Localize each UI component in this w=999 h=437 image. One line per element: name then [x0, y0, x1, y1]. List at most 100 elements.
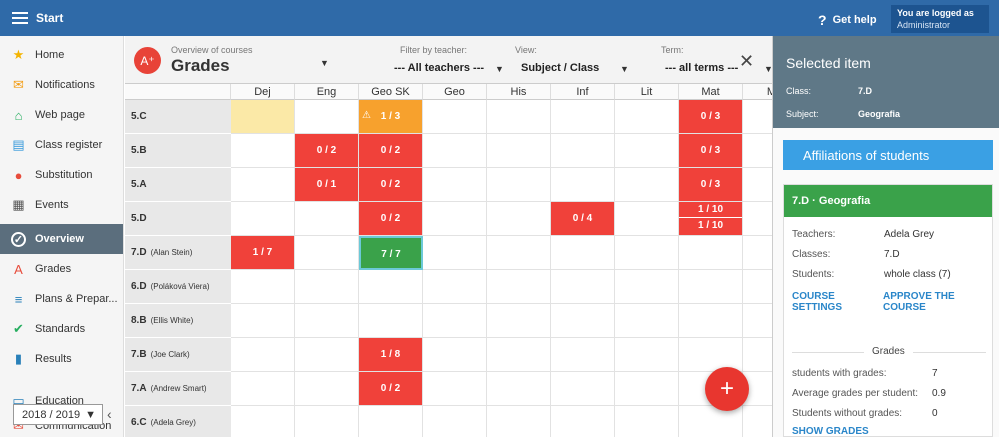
grade-cell[interactable]	[295, 100, 359, 134]
grade-cell[interactable]	[615, 100, 679, 134]
grade-cell[interactable]	[359, 304, 423, 338]
grade-cell[interactable]	[359, 406, 423, 437]
grade-cell[interactable]	[295, 304, 359, 338]
grade-cell[interactable]	[487, 372, 551, 406]
grade-cell[interactable]: ⚠ 1 / 3	[359, 100, 423, 134]
grade-cell[interactable]	[615, 338, 679, 372]
grade-cell[interactable]	[423, 406, 487, 437]
grade-cell[interactable]	[231, 406, 295, 437]
grade-cell[interactable]: 0 / 1	[295, 168, 359, 202]
grade-cell[interactable]: 1 / 7	[231, 236, 295, 270]
grade-cell[interactable]	[743, 304, 772, 338]
grade-cell[interactable]	[359, 270, 423, 304]
grade-cell[interactable]	[551, 338, 615, 372]
grade-cell[interactable]	[679, 338, 743, 372]
grade-cell[interactable]	[423, 236, 487, 270]
term-select[interactable]: --- all terms ---	[665, 62, 739, 74]
sidebar-item-substitution[interactable]: ● Substitution	[0, 160, 123, 190]
grade-cell[interactable]	[423, 338, 487, 372]
grade-cell[interactable]	[487, 134, 551, 168]
grade-cell[interactable]	[295, 406, 359, 437]
sidebar-item-events[interactable]: ▦ Events	[0, 190, 123, 220]
grade-cell[interactable]	[551, 100, 615, 134]
view-dropdown-icon[interactable]: ▼	[620, 64, 629, 74]
grade-cell[interactable]	[551, 270, 615, 304]
sidebar-item-results[interactable]: ▮ Results	[0, 344, 123, 374]
row-header[interactable]: 5.B	[125, 134, 231, 168]
grade-cell[interactable]: 0 / 2	[359, 372, 423, 406]
row-header[interactable]: 6.C (Adela Grey)	[125, 406, 231, 437]
column-header[interactable]: Mat	[679, 84, 743, 100]
term-dropdown-icon[interactable]: ▼	[764, 64, 773, 74]
grade-cell[interactable]	[743, 100, 772, 134]
grade-cell[interactable]	[231, 338, 295, 372]
grade-cell[interactable]	[487, 406, 551, 437]
filter-dropdown-icon[interactable]: ▼	[495, 64, 504, 74]
grade-cell[interactable]	[615, 372, 679, 406]
sidebar-item-class-register[interactable]: ▤ Class register	[0, 130, 123, 160]
grade-cell[interactable]	[231, 202, 295, 236]
course-settings-link[interactable]: COURSE SETTINGS	[792, 291, 843, 313]
top-title[interactable]: Start	[36, 11, 64, 25]
sidebar-item-overview[interactable]: ✓ Overview	[0, 224, 123, 254]
grade-cell[interactable]	[231, 100, 295, 134]
column-header[interactable]: His	[487, 84, 551, 100]
grade-cell[interactable]	[423, 304, 487, 338]
grade-cell[interactable]	[743, 406, 772, 437]
grade-cell[interactable]	[551, 304, 615, 338]
grade-cell[interactable]: 0 / 2	[359, 202, 423, 236]
row-header[interactable]: 5.C	[125, 100, 231, 134]
grade-cell[interactable]: 0 / 3	[679, 100, 743, 134]
menu-icon[interactable]	[12, 12, 28, 24]
grade-cell[interactable]	[551, 236, 615, 270]
grade-cell[interactable]	[487, 100, 551, 134]
grade-cell[interactable]: 0 / 4	[551, 202, 615, 236]
sidebar-item-home[interactable]: ★ Home	[0, 40, 123, 70]
column-header[interactable]: Ma	[743, 84, 772, 100]
grade-cell[interactable]	[679, 304, 743, 338]
grade-cell[interactable]	[295, 338, 359, 372]
grade-cell[interactable]	[423, 202, 487, 236]
collapse-left-icon[interactable]: ‹	[107, 406, 112, 422]
grade-cell[interactable]	[551, 134, 615, 168]
grade-cell[interactable]	[487, 304, 551, 338]
grade-cell[interactable]	[743, 134, 772, 168]
add-button[interactable]: +	[705, 367, 749, 411]
affiliations-button[interactable]: Affiliations of students	[783, 140, 993, 170]
grade-cell[interactable]	[487, 338, 551, 372]
sidebar-item-grades[interactable]: A Grades	[0, 254, 123, 284]
grade-cell[interactable]	[423, 134, 487, 168]
grade-cell[interactable]	[423, 372, 487, 406]
grade-cell[interactable]	[231, 168, 295, 202]
grade-cell[interactable]	[231, 134, 295, 168]
sidebar-item-plans-prepar[interactable]: ≡ Plans & Prepar...	[0, 284, 123, 314]
grade-cell[interactable]	[231, 270, 295, 304]
grade-cell[interactable]: 0 / 2	[359, 134, 423, 168]
grade-cell[interactable]	[615, 406, 679, 437]
grade-cell[interactable]	[679, 270, 743, 304]
view-select[interactable]: Subject / Class	[521, 62, 600, 74]
grade-cell[interactable]	[743, 270, 772, 304]
sidebar-item-standards[interactable]: ✔ Standards	[0, 314, 123, 344]
grade-cell[interactable]	[743, 202, 772, 236]
grade-cell[interactable]	[551, 168, 615, 202]
grade-cell[interactable]	[615, 168, 679, 202]
grade-cell[interactable]	[295, 202, 359, 236]
row-header[interactable]: 7.A (Andrew Smart)	[125, 372, 231, 406]
grade-cell[interactable]	[679, 236, 743, 270]
grade-cell[interactable]	[231, 372, 295, 406]
grade-cell[interactable]: 0 / 2	[295, 134, 359, 168]
grade-cell[interactable]	[615, 202, 679, 236]
grade-cell[interactable]	[615, 236, 679, 270]
row-header[interactable]: 5.A	[125, 168, 231, 202]
grade-cell[interactable]: 1 / 10 1 / 10	[679, 202, 743, 236]
row-header[interactable]: 6.D (Poláková Viera)	[125, 270, 231, 304]
column-header[interactable]: Dej	[231, 84, 295, 100]
user-box[interactable]: You are logged as Administrator	[891, 5, 989, 33]
grade-cell[interactable]	[487, 202, 551, 236]
show-grades-link[interactable]: SHOW GRADES	[792, 426, 869, 437]
title-dropdown-icon[interactable]: ▼	[320, 58, 329, 68]
grade-cell[interactable]	[615, 304, 679, 338]
grade-cell[interactable]	[423, 168, 487, 202]
grade-cell[interactable]: 0 / 3	[679, 134, 743, 168]
